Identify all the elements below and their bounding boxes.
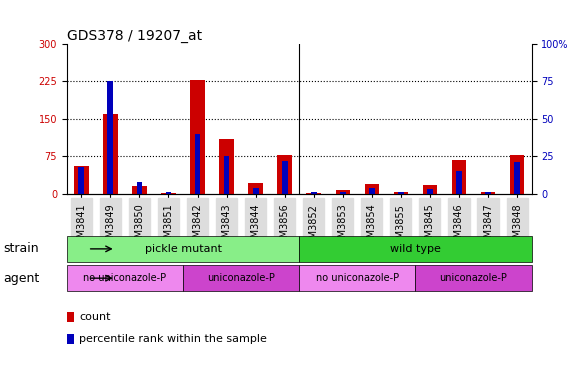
Bar	[365, 184, 379, 194]
Text: uniconazole-P: uniconazole-P	[207, 273, 275, 283]
Bar	[299, 265, 415, 291]
Bar	[481, 193, 495, 194]
Bar	[398, 193, 404, 194]
Bar	[166, 193, 171, 194]
Text: no uniconazole-P: no uniconazole-P	[83, 273, 167, 283]
Text: wild type: wild type	[390, 244, 441, 254]
Bar	[485, 193, 491, 194]
Bar	[67, 236, 299, 262]
Bar	[394, 193, 408, 194]
Bar	[510, 155, 524, 194]
Bar	[423, 185, 437, 194]
Bar	[103, 114, 117, 194]
Bar	[78, 167, 84, 194]
Bar	[340, 193, 346, 194]
Bar	[253, 188, 259, 194]
Bar	[162, 193, 176, 194]
Bar	[369, 188, 375, 194]
Bar	[137, 182, 142, 194]
Bar	[74, 167, 89, 194]
Text: pickle mutant: pickle mutant	[145, 244, 221, 254]
Bar	[427, 190, 433, 194]
Bar	[249, 183, 263, 194]
Bar	[132, 187, 147, 194]
Text: uniconazole-P: uniconazole-P	[440, 273, 507, 283]
Bar	[307, 193, 321, 194]
Text: percentile rank within the sample: percentile rank within the sample	[79, 334, 267, 344]
Bar	[191, 81, 205, 194]
Bar	[311, 193, 317, 194]
Text: agent: agent	[3, 272, 39, 285]
Bar	[336, 190, 350, 194]
Bar	[456, 171, 462, 194]
Bar	[415, 265, 532, 291]
Bar	[107, 82, 113, 194]
Bar	[224, 157, 229, 194]
Bar	[67, 265, 183, 291]
Bar	[183, 265, 299, 291]
Text: no uniconazole-P: no uniconazole-P	[315, 273, 399, 283]
Bar	[220, 139, 234, 194]
Bar	[282, 161, 288, 194]
Bar	[278, 155, 292, 194]
Text: strain: strain	[3, 242, 38, 255]
Text: count: count	[79, 312, 110, 322]
Bar	[299, 236, 532, 262]
Bar	[195, 134, 200, 194]
Text: GDS378 / 19207_at: GDS378 / 19207_at	[67, 29, 202, 43]
Bar	[514, 163, 520, 194]
Bar	[452, 160, 466, 194]
